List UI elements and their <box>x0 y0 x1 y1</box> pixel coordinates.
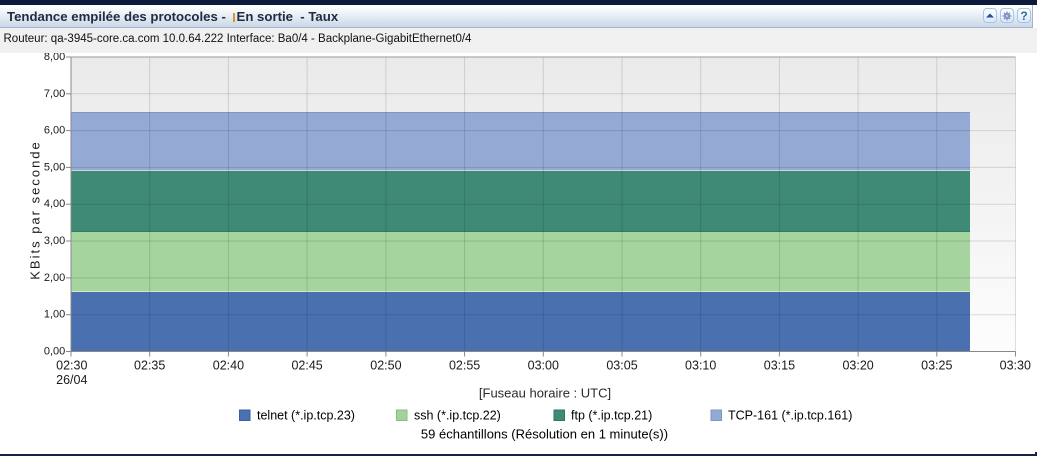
svg-text:telnet (*.ip.tcp.23): telnet (*.ip.tcp.23) <box>257 409 355 423</box>
svg-text:KBits par seconde: KBits par seconde <box>28 140 43 280</box>
svg-text:6,00: 6,00 <box>44 125 65 137</box>
svg-text:02:50: 02:50 <box>370 359 401 373</box>
svg-text:3,00: 3,00 <box>44 235 65 247</box>
svg-text:0,00: 0,00 <box>44 346 65 358</box>
svg-text:03:20: 03:20 <box>842 359 873 373</box>
svg-text:ftp (*.ip.tcp.21): ftp (*.ip.tcp.21) <box>571 409 652 423</box>
svg-text:03:30: 03:30 <box>1000 359 1031 373</box>
svg-text:03:05: 03:05 <box>606 359 637 373</box>
svg-text:02:30: 02:30 <box>56 359 87 373</box>
svg-text:59 échantillons (Résolution en: 59 échantillons (Résolution en 1 minute(… <box>421 427 668 442</box>
svg-text:02:40: 02:40 <box>213 359 244 373</box>
svg-text:2,00: 2,00 <box>44 272 65 284</box>
svg-text:8,00: 8,00 <box>44 51 65 63</box>
svg-text:ssh (*.ip.tcp.22): ssh (*.ip.tcp.22) <box>414 409 501 423</box>
svg-text:03:25: 03:25 <box>921 359 952 373</box>
svg-text:[Fuseau horaire : UTC]: [Fuseau horaire : UTC] <box>479 386 611 401</box>
svg-text:5,00: 5,00 <box>44 161 65 173</box>
svg-text:03:00: 03:00 <box>528 359 559 373</box>
svg-text:02:35: 02:35 <box>134 359 165 373</box>
svg-text:03:10: 03:10 <box>685 359 716 373</box>
svg-text:02:55: 02:55 <box>449 359 480 373</box>
svg-text:02:45: 02:45 <box>291 359 322 373</box>
svg-text:7,00: 7,00 <box>44 88 65 100</box>
svg-text:4,00: 4,00 <box>44 198 65 210</box>
svg-text:03:15: 03:15 <box>764 359 795 373</box>
svg-text:26/04: 26/04 <box>56 373 87 387</box>
svg-text:1,00: 1,00 <box>44 309 65 321</box>
svg-text:TCP-161 (*.ip.tcp.161): TCP-161 (*.ip.tcp.161) <box>728 409 852 423</box>
svg-text:?: ? <box>1020 9 1027 22</box>
